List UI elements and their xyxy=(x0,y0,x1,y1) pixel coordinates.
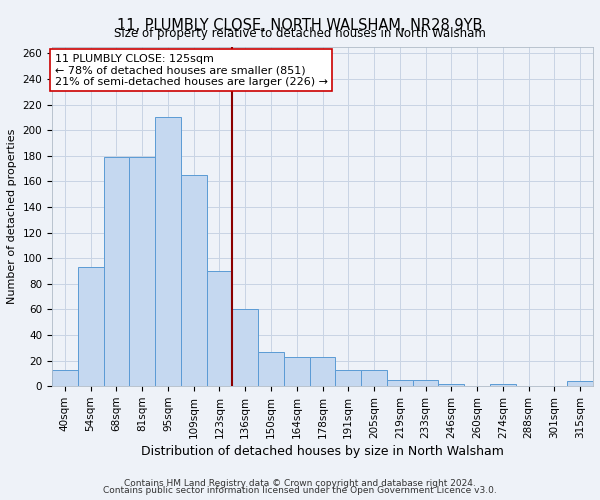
Bar xyxy=(52,370,78,386)
Bar xyxy=(567,381,593,386)
Bar xyxy=(361,370,387,386)
Text: 11, PLUMBLY CLOSE, NORTH WALSHAM, NR28 9YB: 11, PLUMBLY CLOSE, NORTH WALSHAM, NR28 9… xyxy=(118,18,482,32)
Bar xyxy=(439,384,464,386)
Bar xyxy=(310,357,335,386)
Bar xyxy=(104,157,129,386)
Bar xyxy=(155,118,181,386)
Bar xyxy=(335,370,361,386)
Y-axis label: Number of detached properties: Number of detached properties xyxy=(7,129,17,304)
Bar xyxy=(490,384,516,386)
Text: 11 PLUMBLY CLOSE: 125sqm
← 78% of detached houses are smaller (851)
21% of semi-: 11 PLUMBLY CLOSE: 125sqm ← 78% of detach… xyxy=(55,54,328,87)
X-axis label: Distribution of detached houses by size in North Walsham: Distribution of detached houses by size … xyxy=(141,445,504,458)
Bar xyxy=(387,380,413,386)
Bar xyxy=(78,267,104,386)
Bar xyxy=(181,175,206,386)
Bar xyxy=(206,271,232,386)
Bar xyxy=(232,310,258,386)
Text: Size of property relative to detached houses in North Walsham: Size of property relative to detached ho… xyxy=(114,28,486,40)
Bar xyxy=(129,157,155,386)
Text: Contains HM Land Registry data © Crown copyright and database right 2024.: Contains HM Land Registry data © Crown c… xyxy=(124,478,476,488)
Bar xyxy=(413,380,439,386)
Text: Contains public sector information licensed under the Open Government Licence v3: Contains public sector information licen… xyxy=(103,486,497,495)
Bar xyxy=(258,352,284,386)
Bar xyxy=(284,357,310,386)
